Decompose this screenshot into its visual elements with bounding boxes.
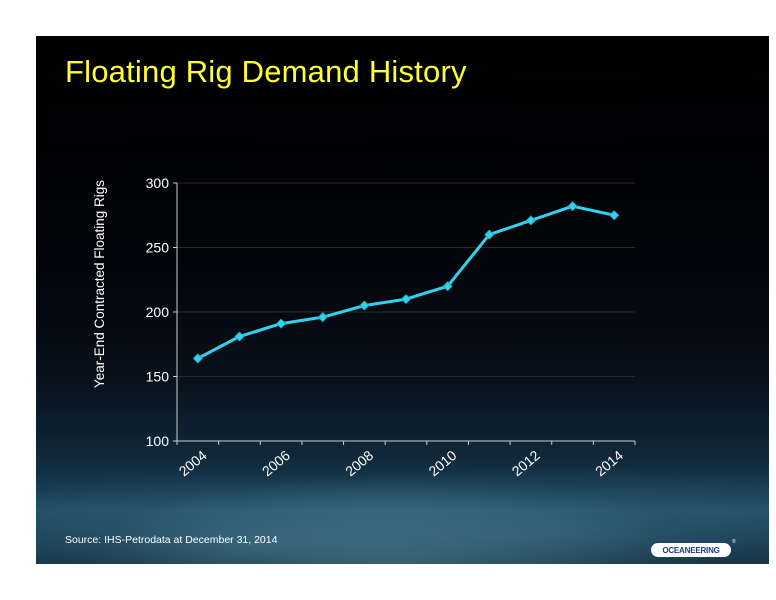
registered-mark: ®	[732, 539, 736, 545]
x-tick-label: 2006	[259, 447, 293, 479]
logo-text: OCEANEERING	[662, 545, 720, 555]
y-tick-label: 300	[146, 175, 170, 191]
data-point-2012	[525, 215, 536, 226]
data-point-2007	[317, 312, 328, 323]
data-point-2005	[234, 331, 245, 342]
seafloor-background	[36, 454, 769, 564]
tick-labels: 100 150 200 250 300 2004 2006 2008 2010 2012 2014	[146, 175, 627, 479]
data-point-2004	[192, 353, 203, 364]
y-axis-label: Year-End Contracted Floating Rigs	[92, 180, 107, 388]
data-point-2006	[276, 318, 287, 329]
data-point-2013	[567, 201, 578, 212]
series	[192, 201, 620, 364]
series-line	[197, 204, 615, 360]
source-note: Source: IHS-Petrodata at December 31, 20…	[65, 534, 278, 546]
data-point-2009	[400, 294, 412, 305]
x-tick-label: 2004	[176, 447, 210, 479]
slide: Floating Rig Demand History 100 150 200 250…	[36, 36, 769, 564]
axes	[173, 182, 636, 445]
x-tick-label: 2012	[509, 447, 543, 479]
y-tick-label: 200	[146, 304, 170, 320]
x-tick-label: 2010	[425, 447, 459, 479]
grid-lines	[177, 182, 635, 377]
data-point-2008	[359, 300, 370, 311]
y-tick-label: 100	[146, 433, 170, 449]
y-tick-label: 250	[146, 240, 170, 256]
data-point-2010	[442, 281, 453, 292]
data-point-2014	[609, 210, 620, 221]
x-tick-label: 2014	[592, 447, 626, 479]
slide-title: Floating Rig Demand History	[65, 54, 467, 89]
oceaneering-logo: OCEANEERING	[650, 542, 732, 558]
data-point-2011	[484, 229, 495, 240]
x-tick-label: 2008	[342, 447, 376, 479]
y-tick-label: 150	[146, 369, 170, 385]
